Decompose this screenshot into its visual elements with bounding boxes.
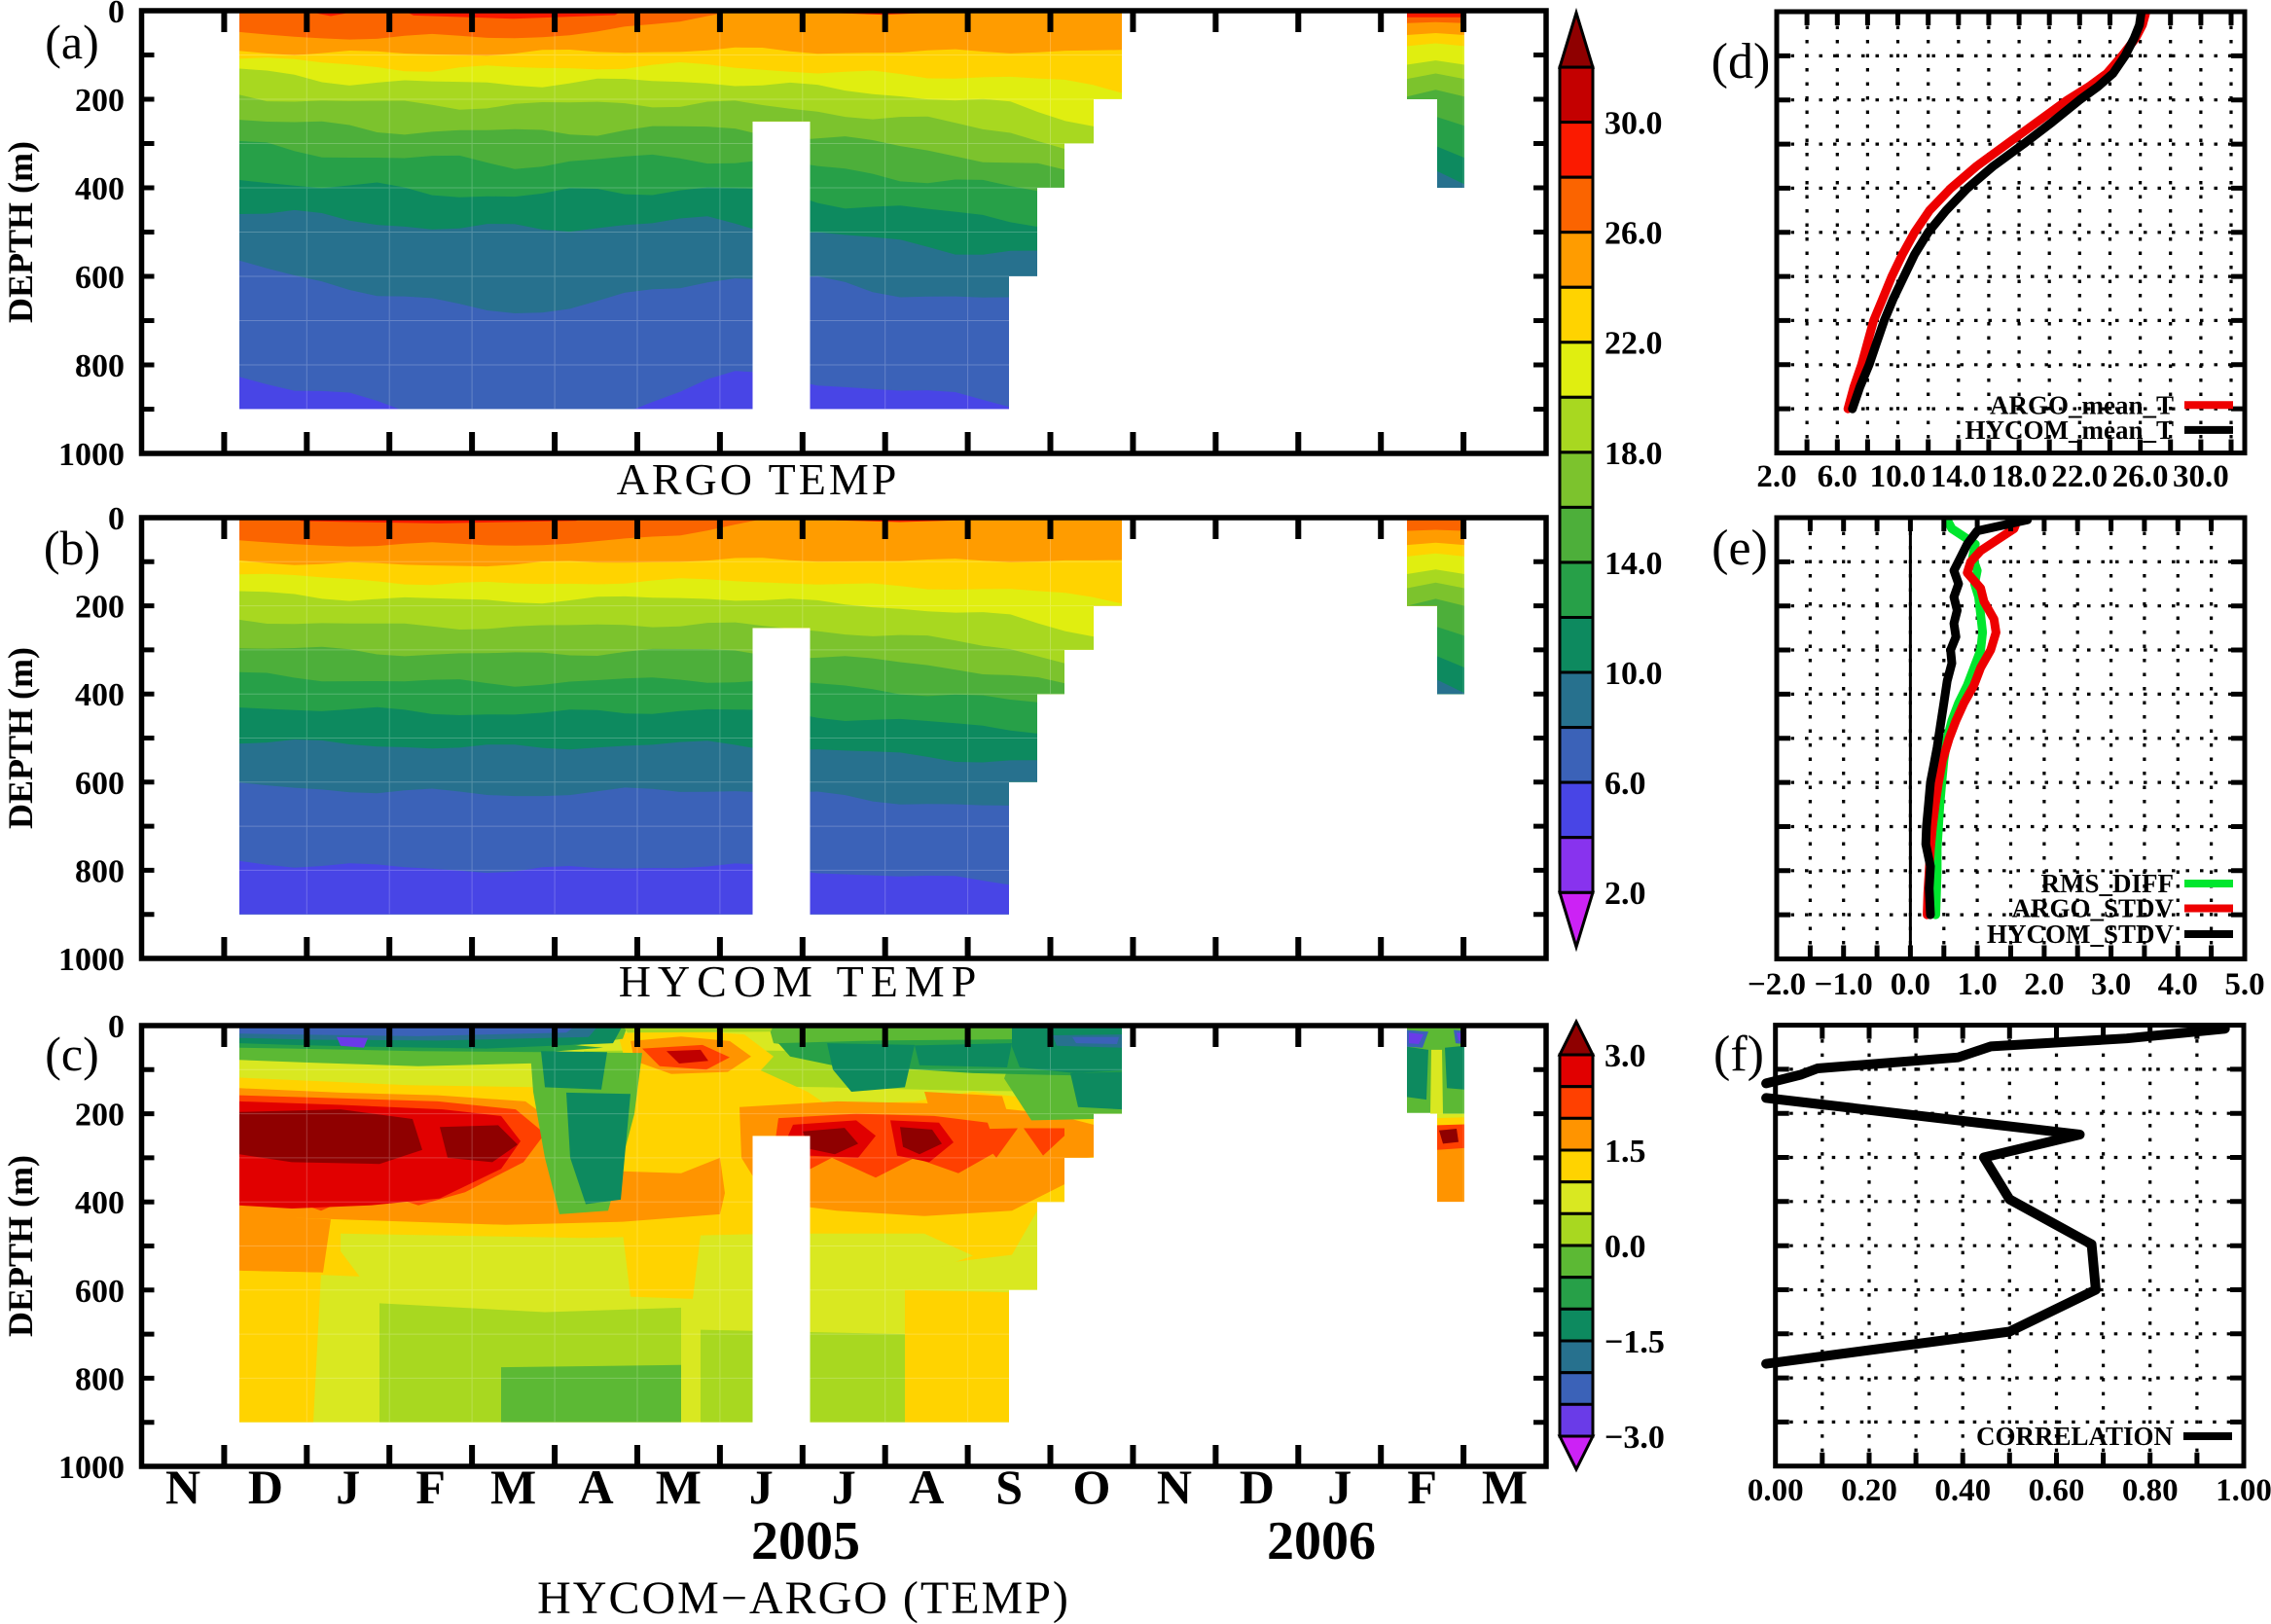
svg-text:3.0: 3.0 — [1604, 1038, 1646, 1074]
svg-text:ARGO_STDV: ARGO_STDV — [2011, 894, 2174, 923]
svg-text:−3.0: −3.0 — [1604, 1420, 1665, 1456]
svg-text:22.0: 22.0 — [1604, 326, 1663, 362]
svg-text:1000: 1000 — [58, 942, 125, 978]
svg-text:−2.0: −2.0 — [1748, 967, 1806, 1002]
svg-text:600: 600 — [75, 766, 125, 802]
svg-text:26.0: 26.0 — [1604, 216, 1663, 252]
svg-text:(a): (a) — [45, 15, 99, 69]
svg-text:J: J — [749, 1460, 774, 1514]
svg-text:22.0: 22.0 — [2051, 459, 2108, 494]
svg-text:S: S — [995, 1460, 1023, 1514]
svg-text:N: N — [1157, 1460, 1192, 1514]
svg-text:1.5: 1.5 — [1604, 1134, 1646, 1170]
svg-text:O: O — [1073, 1460, 1111, 1514]
svg-text:400: 400 — [75, 1185, 125, 1221]
svg-text:3.0: 3.0 — [2091, 967, 2131, 1002]
svg-text:400: 400 — [75, 677, 125, 713]
svg-text:HYCOM_STDV: HYCOM_STDV — [1987, 920, 2175, 949]
svg-text:0.40: 0.40 — [1934, 1473, 1991, 1508]
svg-text:14.0: 14.0 — [1604, 546, 1663, 582]
svg-text:18.0: 18.0 — [1991, 459, 2047, 494]
svg-text:2006: 2006 — [1267, 1511, 1376, 1571]
svg-text:J: J — [336, 1460, 360, 1514]
svg-text:0.80: 0.80 — [2122, 1473, 2179, 1508]
svg-text:J: J — [1327, 1460, 1352, 1514]
svg-text:6.0: 6.0 — [1818, 459, 1857, 494]
svg-text:0.60: 0.60 — [2029, 1473, 2085, 1508]
svg-text:800: 800 — [75, 853, 125, 889]
svg-text:D: D — [248, 1460, 283, 1514]
svg-text:HYCOM TEMP: HYCOM TEMP — [619, 956, 984, 1006]
svg-text:6.0: 6.0 — [1604, 766, 1646, 802]
svg-text:200: 200 — [75, 83, 125, 119]
svg-text:−1.5: −1.5 — [1604, 1324, 1665, 1360]
svg-text:26.0: 26.0 — [2112, 459, 2169, 494]
svg-text:2.0: 2.0 — [1604, 876, 1646, 912]
svg-text:14.0: 14.0 — [1930, 459, 1987, 494]
svg-text:(e): (e) — [1712, 521, 1768, 576]
svg-text:N: N — [165, 1460, 200, 1514]
svg-text:1000: 1000 — [58, 1450, 125, 1486]
svg-text:0.00: 0.00 — [1748, 1473, 1804, 1508]
svg-text:(b): (b) — [44, 521, 100, 575]
svg-text:400: 400 — [75, 171, 125, 207]
svg-text:600: 600 — [75, 1274, 125, 1310]
svg-text:F: F — [415, 1460, 446, 1514]
svg-text:1.0: 1.0 — [1957, 967, 1997, 1002]
svg-text:HYCOM_mean_T: HYCOM_mean_T — [1965, 415, 2174, 445]
svg-text:ARGO_mean_T: ARGO_mean_T — [1990, 390, 2174, 419]
svg-text:600: 600 — [75, 260, 125, 296]
svg-text:800: 800 — [75, 1361, 125, 1397]
svg-text:30.0: 30.0 — [1604, 106, 1663, 142]
svg-text:18.0: 18.0 — [1604, 436, 1663, 472]
svg-text:0.0: 0.0 — [1891, 967, 1930, 1002]
svg-text:10.0: 10.0 — [1870, 459, 1927, 494]
svg-text:200: 200 — [75, 1098, 125, 1134]
svg-text:−1.0: −1.0 — [1815, 967, 1873, 1002]
svg-text:J: J — [832, 1460, 856, 1514]
svg-text:RMS_DIFF: RMS_DIFF — [2041, 869, 2175, 898]
svg-text:M: M — [656, 1460, 702, 1514]
svg-text:M: M — [1482, 1460, 1528, 1514]
svg-text:DEPTH (m): DEPTH (m) — [1, 1155, 40, 1337]
svg-text:5.0: 5.0 — [2224, 967, 2264, 1002]
svg-text:2.0: 2.0 — [2024, 967, 2064, 1002]
svg-text:800: 800 — [75, 348, 125, 384]
svg-text:0: 0 — [108, 1009, 125, 1045]
svg-text:D: D — [1240, 1460, 1275, 1514]
svg-text:CORRELATION: CORRELATION — [1976, 1422, 2174, 1451]
svg-text:0.20: 0.20 — [1841, 1473, 1897, 1508]
svg-text:(c): (c) — [45, 1027, 99, 1081]
svg-text:30.0: 30.0 — [2173, 459, 2229, 494]
svg-text:10.0: 10.0 — [1604, 656, 1663, 692]
svg-text:200: 200 — [75, 590, 125, 626]
svg-text:2.0: 2.0 — [1756, 459, 1796, 494]
svg-text:(f): (f) — [1713, 1027, 1764, 1082]
svg-text:4.0: 4.0 — [2158, 967, 2198, 1002]
svg-text:(d): (d) — [1712, 34, 1771, 90]
svg-text:DEPTH (m): DEPTH (m) — [1, 141, 40, 323]
svg-text:A: A — [578, 1460, 613, 1514]
svg-text:2005: 2005 — [751, 1511, 860, 1571]
svg-text:HYCOM−ARGO (TEMP): HYCOM−ARGO (TEMP) — [537, 1572, 1070, 1624]
svg-text:M: M — [490, 1460, 536, 1514]
svg-text:0.0: 0.0 — [1604, 1229, 1646, 1265]
svg-text:F: F — [1407, 1460, 1437, 1514]
svg-text:0: 0 — [108, 0, 125, 30]
svg-text:DEPTH (m): DEPTH (m) — [1, 647, 40, 829]
svg-text:ARGO TEMP: ARGO TEMP — [617, 454, 900, 504]
svg-text:A: A — [909, 1460, 944, 1514]
svg-text:0: 0 — [108, 501, 125, 537]
svg-text:1000: 1000 — [58, 437, 125, 473]
svg-text:1.00: 1.00 — [2216, 1473, 2271, 1508]
